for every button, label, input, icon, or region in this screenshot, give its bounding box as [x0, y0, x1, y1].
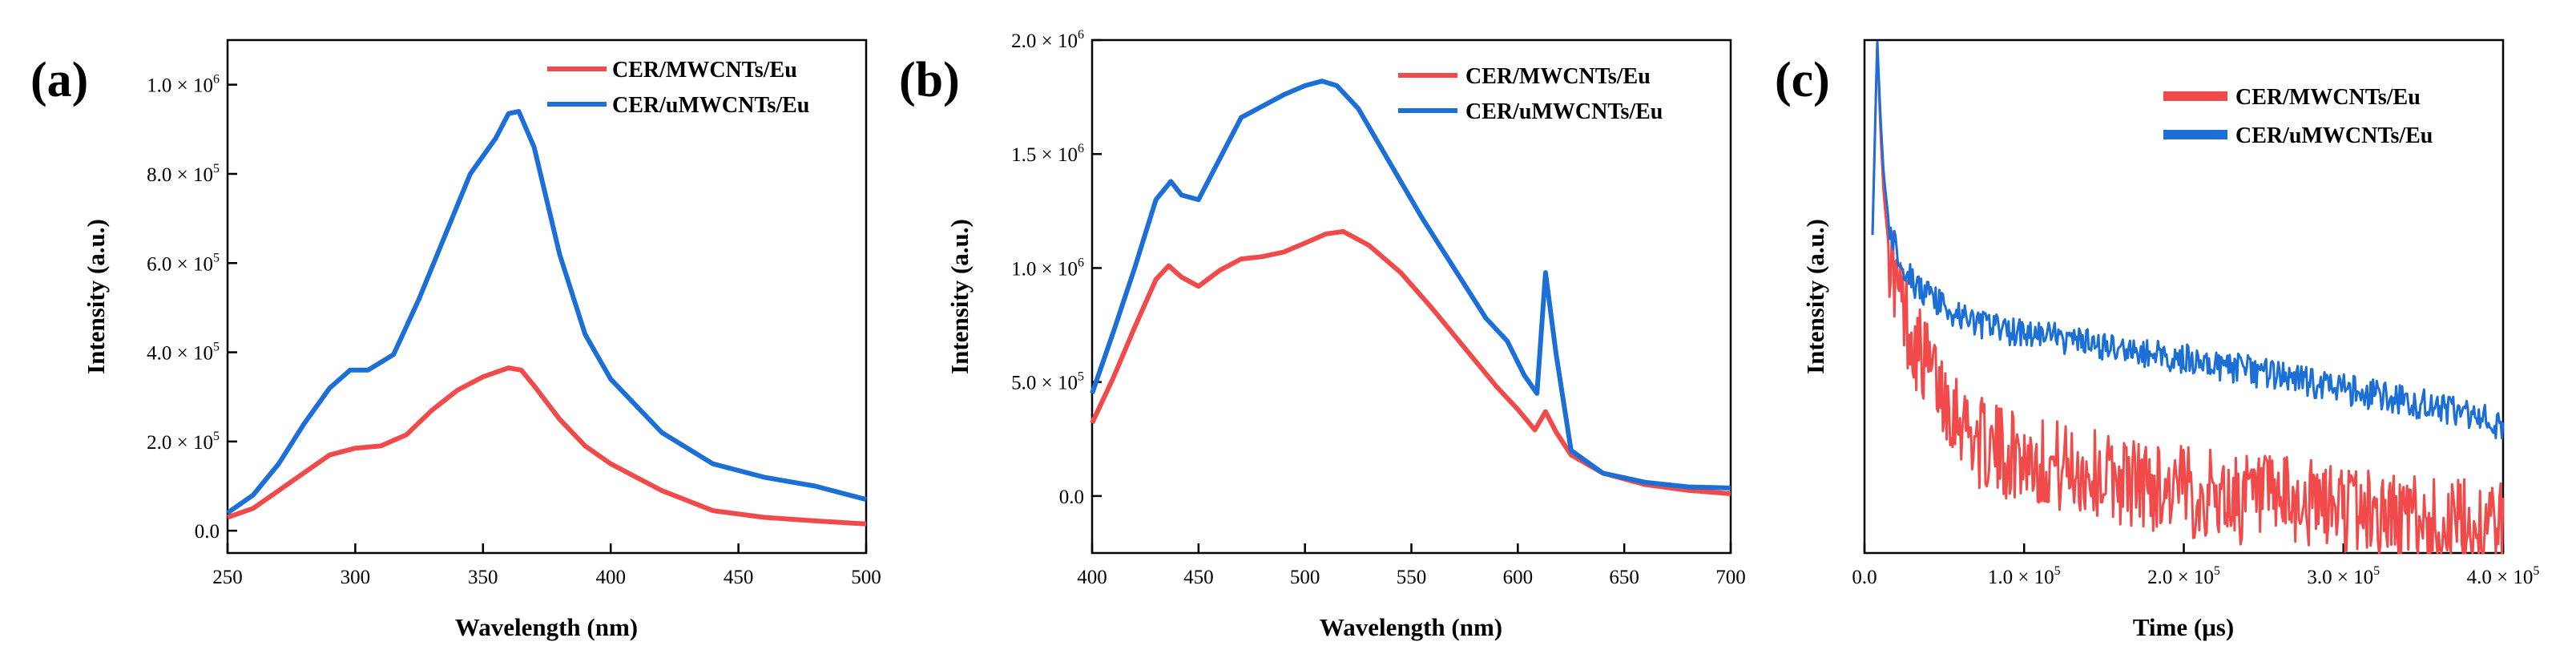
panel-c-x-ticks: 0.0 1.0 × 105 2.0 × 105 3.0 × 105 4.0 × 105 — [1852, 543, 2539, 588]
panel-c-legend: CER/MWCNTs/Eu CER/uMWCNTs/Eu — [2163, 85, 2433, 148]
x-tick-label: 600 — [1503, 567, 1534, 588]
y-tick-label: 5.0 × 105 — [1011, 370, 1084, 394]
panel-b-legend-label-red: CER/MWCNTs/Eu — [1465, 64, 1651, 89]
panel-a-label: (a) — [30, 53, 88, 107]
x-tick-label: 550 — [1397, 567, 1427, 588]
y-tick-label: 6.0 × 105 — [147, 251, 220, 275]
panel-c-x-axis-label: Time (μs) — [2133, 613, 2234, 641]
panel-c-legend-label-red: CER/MWCNTs/Eu — [2235, 85, 2421, 110]
panel-b-y-axis-label: Intensity (a.u.) — [945, 219, 974, 374]
series-line-red — [227, 365, 867, 527]
panel-a-series — [226, 109, 867, 527]
y-tick-label: 4.0 × 105 — [147, 341, 220, 365]
x-tick-label: 4.0 × 105 — [2467, 564, 2540, 588]
x-tick-label: 500 — [1290, 567, 1320, 588]
y-tick-label: 2.0 × 105 — [147, 430, 220, 454]
panel-a-legend: CER/MWCNTs/Eu CER/uMWCNTs/Eu — [547, 58, 809, 118]
x-tick-label: 250 — [212, 567, 243, 588]
x-tick-label: 400 — [595, 567, 626, 588]
x-tick-label: 450 — [1183, 567, 1214, 588]
panel-b-legend-label-blue: CER/uMWCNTs/Eu — [1465, 99, 1663, 124]
panel-a-plot-frame — [226, 38, 868, 555]
panel-b-series — [1090, 79, 1731, 496]
y-tick-label: 2.0 × 106 — [1011, 28, 1084, 52]
panel-b-x-ticks: 400 450 500 550 600 650 700 — [1077, 543, 1746, 588]
panel-c-series — [1871, 40, 2505, 555]
x-tick-label: 450 — [724, 567, 754, 588]
y-tick-label: 1.0 × 106 — [1011, 256, 1084, 280]
y-tick-label: 1.5 × 106 — [1011, 142, 1084, 166]
panel-a-x-axis-label: Wavelength (nm) — [455, 613, 638, 641]
panel-b-y-ticks: 0.0 5.0 × 105 1.0 × 106 1.5 × 106 2.0 × 106 — [1011, 28, 1102, 508]
x-tick-label: 0.0 — [1852, 567, 1877, 588]
x-tick-label: 400 — [1077, 567, 1107, 588]
y-tick-label: 0.0 — [1059, 486, 1084, 508]
series-line-blue — [226, 109, 867, 515]
x-tick-label: 650 — [1609, 567, 1639, 588]
x-tick-label: 350 — [468, 567, 498, 588]
x-tick-label: 2.0 × 105 — [2147, 564, 2220, 588]
y-tick-label: 1.0 × 106 — [147, 73, 220, 97]
x-tick-label: 500 — [851, 567, 881, 588]
panel-a-x-ticks: 250 300 350 400 450 500 — [212, 543, 881, 588]
panel-b-label: (b) — [899, 53, 960, 107]
panel-a-y-axis-label: Intensity (a.u.) — [82, 219, 110, 374]
series-line-blue — [1090, 79, 1731, 490]
x-tick-label: 700 — [1715, 567, 1746, 588]
panel-c: (c) 0.0 1.0 × 105 2.0 × 105 3.0 × 105 4.0 × … — [1775, 38, 2539, 641]
panel-c-label: (c) — [1775, 53, 1830, 107]
series-line-red — [1871, 41, 2505, 555]
x-tick-label: 3.0 × 105 — [2307, 564, 2380, 588]
panel-a-legend-label-blue: CER/uMWCNTs/Eu — [612, 93, 809, 118]
y-tick-label: 0.0 — [195, 521, 220, 543]
panel-a: (a) 250 300 350 400 450 500 0.0 2.0 × 105 4.0 ×… — [30, 38, 881, 641]
panel-c-y-axis-label: Intensity (a.u.) — [1801, 219, 1829, 374]
y-tick-label: 8.0 × 105 — [147, 162, 220, 186]
panel-b: (b) 400 450 500 550 600 650 700 0.0 5.0 × 105 1.… — [899, 28, 1746, 641]
x-tick-label: 300 — [341, 567, 371, 588]
panel-a-legend-label-red: CER/MWCNTs/Eu — [612, 58, 797, 83]
series-line-blue — [1871, 40, 2505, 440]
panel-c-legend-label-blue: CER/uMWCNTs/Eu — [2235, 123, 2433, 148]
panel-b-legend: CER/MWCNTs/Eu CER/uMWCNTs/Eu — [1398, 64, 1663, 124]
x-tick-label: 1.0 × 105 — [1988, 564, 2061, 588]
panel-a-y-ticks: 0.0 2.0 × 105 4.0 × 105 6.0 × 105 8.0 × 105 1… — [147, 73, 237, 543]
series-line-red — [1090, 228, 1731, 496]
panel-b-x-axis-label: Wavelength (nm) — [1320, 613, 1502, 641]
